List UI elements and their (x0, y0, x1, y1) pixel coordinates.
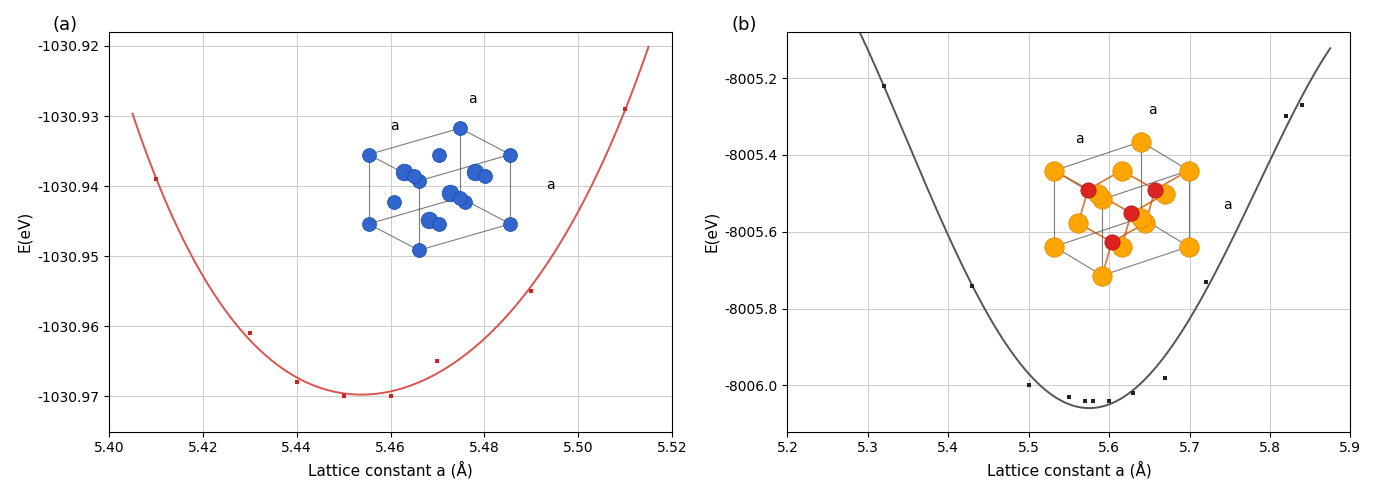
Text: (b): (b) (732, 16, 757, 34)
Y-axis label: E(eV): E(eV) (704, 211, 719, 252)
Y-axis label: E(eV): E(eV) (17, 211, 32, 252)
X-axis label: Lattice constant a (Å): Lattice constant a (Å) (309, 461, 473, 478)
Text: (a): (a) (52, 16, 79, 34)
X-axis label: Lattice constant a (Å): Lattice constant a (Å) (987, 461, 1151, 478)
